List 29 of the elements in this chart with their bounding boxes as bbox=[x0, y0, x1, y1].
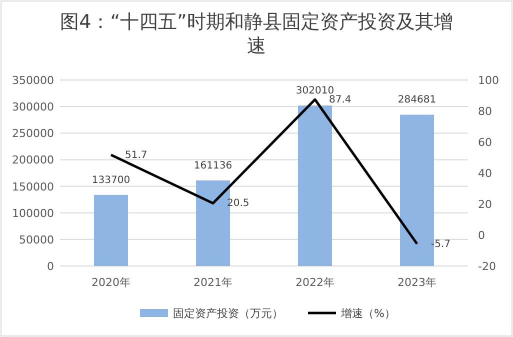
y2-tick-label: 0 bbox=[478, 229, 485, 242]
data-label: 161136 bbox=[194, 160, 232, 172]
y2-tick-label: 60 bbox=[478, 136, 492, 149]
y-tick-label: 200000 bbox=[12, 154, 54, 167]
x-tick-label: 2023年 bbox=[398, 276, 436, 289]
data-label: 51.7 bbox=[125, 150, 148, 161]
data-label: 284681 bbox=[398, 94, 436, 106]
chart-title: 图4：“十四五”时期和静县固定资产投资及其增速 bbox=[60, 11, 453, 57]
x-tick-label: 2020年 bbox=[92, 276, 130, 289]
x-tick-label: 2021年 bbox=[194, 276, 232, 289]
legend-label: 增速（%） bbox=[340, 307, 396, 320]
y2-tick-label: 100 bbox=[478, 74, 499, 87]
y2-tick-label: 40 bbox=[478, 167, 492, 180]
y-tick-label: 0 bbox=[47, 260, 54, 273]
y-tick-label: 150000 bbox=[12, 180, 54, 194]
data-label: 87.4 bbox=[329, 94, 352, 106]
y-tick-label: 350000 bbox=[12, 74, 54, 87]
y-tick-label: 100000 bbox=[12, 206, 54, 220]
y2-tick-label: 20 bbox=[478, 198, 492, 211]
y-tick-label: 250000 bbox=[12, 127, 54, 140]
legend-label: 固定资产投资（万元） bbox=[173, 307, 283, 320]
bar bbox=[298, 106, 332, 266]
y-tick-label: 300000 bbox=[12, 100, 54, 114]
x-tick-label: 2022年 bbox=[296, 276, 334, 289]
bar bbox=[94, 194, 128, 266]
y2-tick-label: -20 bbox=[478, 260, 496, 273]
y-tick-label: 50000 bbox=[19, 233, 54, 246]
y2-tick-label: 80 bbox=[478, 105, 492, 118]
data-label: 133700 bbox=[92, 174, 130, 186]
